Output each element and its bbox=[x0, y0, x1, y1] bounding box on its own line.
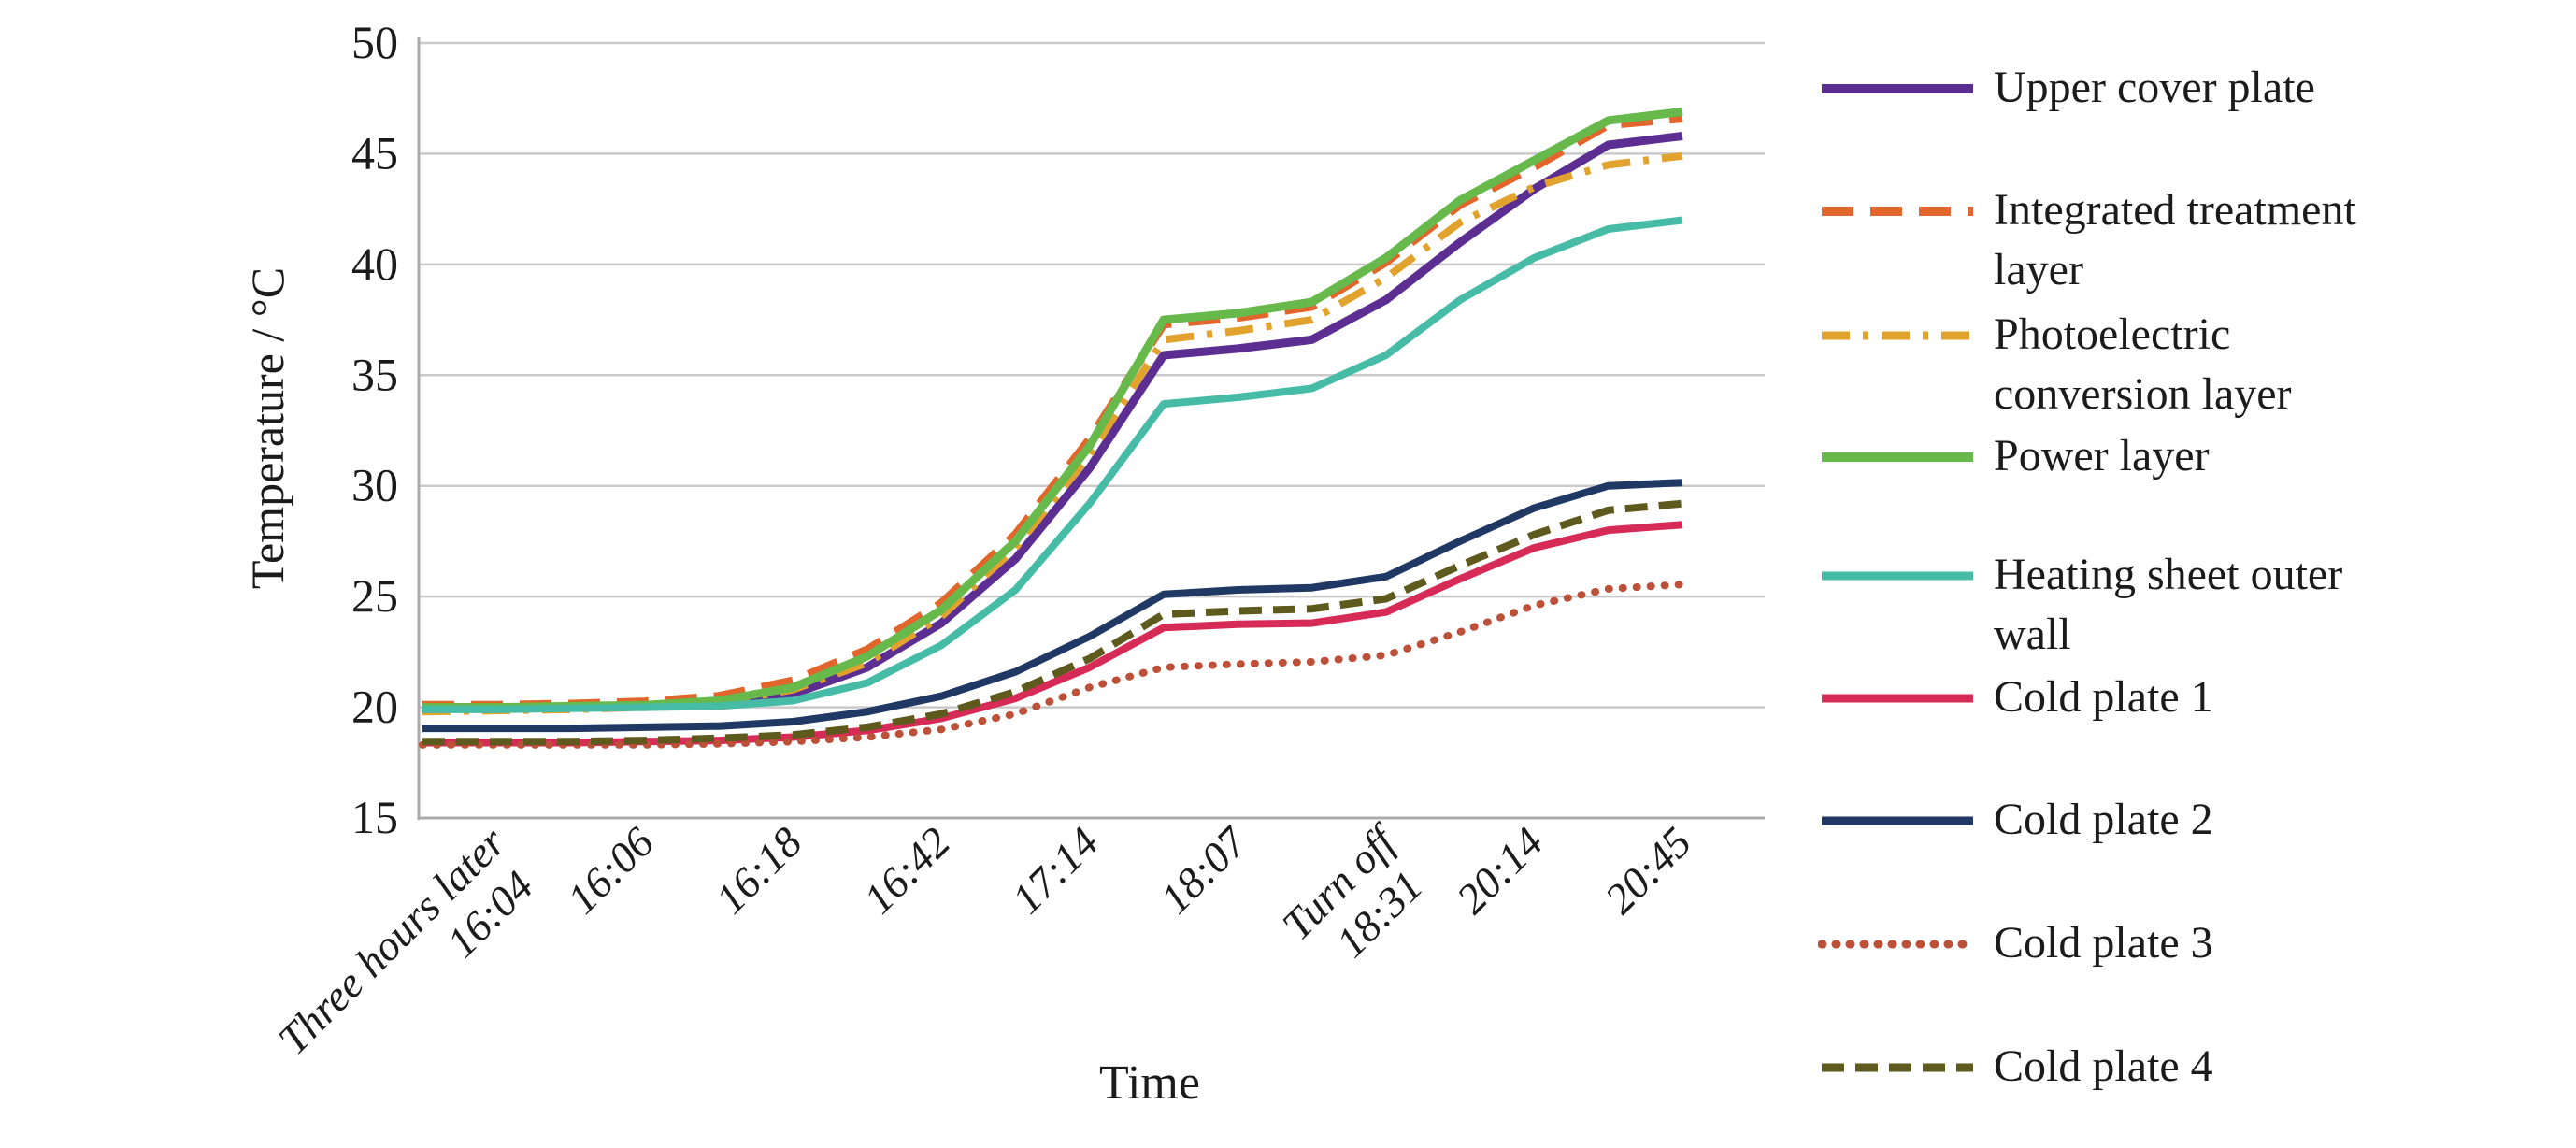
legend-swatch-heating-sheet-outer-wall bbox=[1822, 571, 1973, 581]
y-tick-label-25: 25 bbox=[351, 569, 398, 622]
svg-text:16:18: 16:18 bbox=[707, 818, 811, 923]
series-line-power-layer bbox=[422, 107, 1683, 712]
chart-legend: Upper cover plate Integrated treatment lay… bbox=[1818, 0, 2570, 1148]
y-tick-label-35: 35 bbox=[351, 348, 398, 400]
series-line-heating-sheet-outer-wall bbox=[422, 216, 1683, 713]
legend-item-cold-plate-2: Cold plate 2 bbox=[1818, 790, 2213, 852]
legend-item-integrated-treatment-layer: Integrated treatment layer bbox=[1818, 180, 2356, 300]
series-line-photoelectric-conversion-layer bbox=[422, 151, 1683, 716]
series-line-upper-cover-plate bbox=[422, 132, 1683, 712]
legend-label-cold-plate-3: Cold plate 3 bbox=[1994, 918, 2213, 968]
y-tick-label-20: 20 bbox=[351, 681, 398, 733]
legend-label-cold-plate-2: Cold plate 2 bbox=[1994, 795, 2213, 844]
series-line-cold-plate-4 bbox=[422, 499, 1683, 746]
legend-swatch-power-layer bbox=[1822, 452, 1973, 462]
series-line-cold-plate-3 bbox=[419, 581, 1686, 749]
x-tick-label-16-42: 16:42 bbox=[854, 818, 959, 923]
legend-label-photoelectric-conversion-layer: Photoelectric conversion layer bbox=[1994, 309, 2292, 419]
y-axis-tick-labels: 50 45 40 35 30 25 20 15 bbox=[351, 16, 398, 843]
x-tick-label-20-45: 20:45 bbox=[1596, 818, 1700, 923]
legend-label-cold-plate-1: Cold plate 1 bbox=[1994, 672, 2213, 722]
legend-swatch-integrated-treatment-layer bbox=[1822, 207, 1973, 216]
legend-swatch-photoelectric-conversion-layer bbox=[1822, 331, 1973, 340]
svg-text:20:45: 20:45 bbox=[1596, 818, 1700, 923]
legend-label-power-layer: Power layer bbox=[1994, 431, 2210, 481]
legend-label-heating-sheet-outer-wall: Heating sheet outer wall bbox=[1994, 550, 2343, 659]
svg-text:16:42: 16:42 bbox=[854, 818, 959, 923]
legend-label-cold-plate-4: Cold plate 4 bbox=[1994, 1041, 2213, 1091]
legend-swatch-cold-plate-2 bbox=[1822, 816, 1973, 825]
legend-item-photoelectric-conversion-layer: Photoelectric conversion layer bbox=[1818, 305, 2292, 424]
legend-item-upper-cover-plate: Upper cover plate bbox=[1818, 58, 2315, 120]
legend-swatch-cold-plate-4 bbox=[1822, 1063, 1973, 1072]
x-tick-label-16-18: 16:18 bbox=[707, 818, 811, 923]
legend-item-power-layer: Power layer bbox=[1818, 426, 2210, 488]
legend-swatch-upper-cover-plate bbox=[1822, 84, 1973, 93]
y-tick-label-40: 40 bbox=[351, 237, 398, 290]
legend-item-cold-plate-4: Cold plate 4 bbox=[1818, 1037, 2213, 1098]
legend-label-integrated-treatment-layer: Integrated treatment layer bbox=[1994, 185, 2356, 294]
svg-text:16:06: 16:06 bbox=[558, 818, 663, 923]
y-tick-label-50: 50 bbox=[351, 16, 398, 68]
svg-text:18:07: 18:07 bbox=[1151, 817, 1256, 923]
x-tick-label-20-14: 20:14 bbox=[1448, 818, 1553, 923]
legend-item-heating-sheet-outer-wall: Heating sheet outer wall bbox=[1818, 545, 2342, 665]
x-axis-title: Time bbox=[1099, 1056, 1200, 1110]
legend-item-cold-plate-1: Cold plate 1 bbox=[1818, 667, 2213, 729]
series-lines bbox=[419, 107, 1686, 749]
series-line-cold-plate-2 bbox=[422, 479, 1683, 733]
legend-swatch-cold-plate-1 bbox=[1822, 694, 1973, 703]
y-tick-label-45: 45 bbox=[351, 126, 398, 179]
x-tick-label-16-06: 16:06 bbox=[558, 818, 663, 923]
y-tick-label-15: 15 bbox=[351, 791, 398, 843]
legend-item-cold-plate-3: Cold plate 3 bbox=[1818, 913, 2213, 975]
legend-swatch-cold-plate-3 bbox=[1818, 940, 1977, 949]
x-tick-label-18-07: 18:07 bbox=[1151, 817, 1256, 923]
svg-text:17:14: 17:14 bbox=[1003, 818, 1108, 923]
legend-label-upper-cover-plate: Upper cover plate bbox=[1994, 63, 2315, 112]
svg-text:20:14: 20:14 bbox=[1448, 818, 1553, 923]
x-tick-label-17-14: 17:14 bbox=[1003, 818, 1108, 923]
y-tick-label-30: 30 bbox=[351, 459, 398, 511]
y-axis-title: Temperature / °C bbox=[241, 267, 293, 589]
